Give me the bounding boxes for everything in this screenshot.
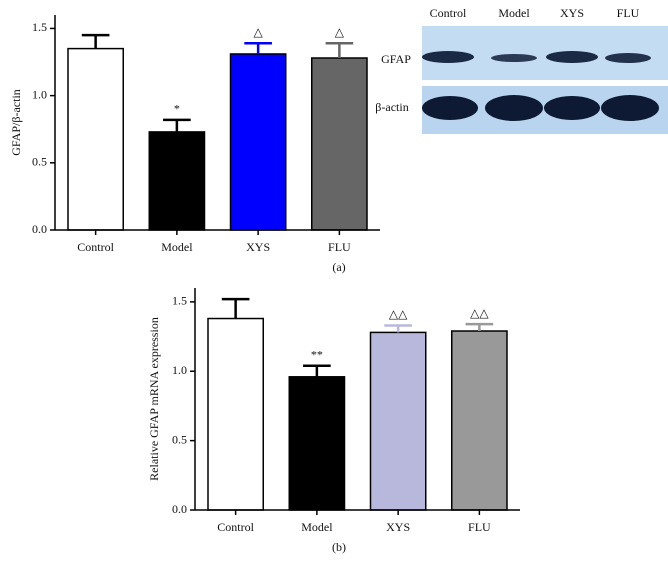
y-tick-label: 1.5 [172, 294, 187, 308]
blot-band [546, 51, 598, 63]
lane-label: FLU [617, 6, 640, 20]
bar [311, 57, 368, 231]
bar [148, 131, 206, 231]
y-tick-label: 0.0 [172, 502, 187, 516]
y-axis-label: Relative GFAP mRNA expression [147, 317, 161, 481]
error-bar [384, 324, 412, 333]
x-tick-label: XYS [246, 240, 270, 254]
blot-band [485, 95, 543, 121]
x-tick-label: Model [161, 240, 193, 254]
error-bar [465, 322, 494, 332]
blot-band [422, 51, 474, 63]
bar [207, 317, 264, 511]
blot-band [422, 96, 478, 120]
annotation: ** [311, 347, 323, 361]
error-bar [325, 41, 354, 58]
y-tick-label: 1.0 [172, 363, 187, 377]
y-tick-label: 1.5 [32, 20, 47, 34]
lane-label: XYS [560, 6, 584, 20]
x-tick-label: Control [217, 520, 254, 534]
bar [369, 331, 427, 511]
blot-band [605, 53, 651, 63]
x-tick-label: FLU [468, 520, 491, 534]
error-bar [221, 297, 250, 319]
blot-image [422, 26, 668, 134]
x-tick-label: FLU [328, 240, 351, 254]
bar [229, 53, 287, 231]
bar [288, 376, 346, 511]
annotation: △ [335, 25, 345, 39]
row-label: β-actin [375, 100, 408, 114]
bar [451, 330, 508, 511]
error-bar [81, 33, 110, 49]
annotation: △△ [470, 306, 489, 320]
lane-label: Control [430, 6, 467, 20]
lane-label: Model [498, 6, 530, 20]
error-bar [244, 41, 272, 54]
y-axis-label: GFAP/β-actin [9, 89, 23, 156]
y-tick-label: 0.5 [172, 432, 187, 446]
annotation: △△ [389, 307, 408, 321]
error-bar [163, 118, 191, 132]
y-tick-label: 0.0 [32, 222, 47, 236]
row-label: GFAP [381, 52, 411, 66]
annotation: * [174, 102, 180, 116]
panel-label: (b) [332, 540, 346, 554]
y-tick-label: 0.5 [32, 155, 47, 169]
blot-band [544, 96, 600, 120]
panel-label: (a) [332, 260, 345, 274]
bar [67, 47, 124, 231]
x-tick-label: XYS [386, 520, 410, 534]
x-tick-label: Control [77, 240, 114, 254]
blot-band [601, 95, 659, 121]
y-tick-label: 1.0 [32, 87, 47, 101]
blot-band [491, 54, 537, 62]
x-tick-label: Model [301, 520, 333, 534]
error-bar [303, 364, 331, 377]
annotation: △ [254, 25, 264, 39]
